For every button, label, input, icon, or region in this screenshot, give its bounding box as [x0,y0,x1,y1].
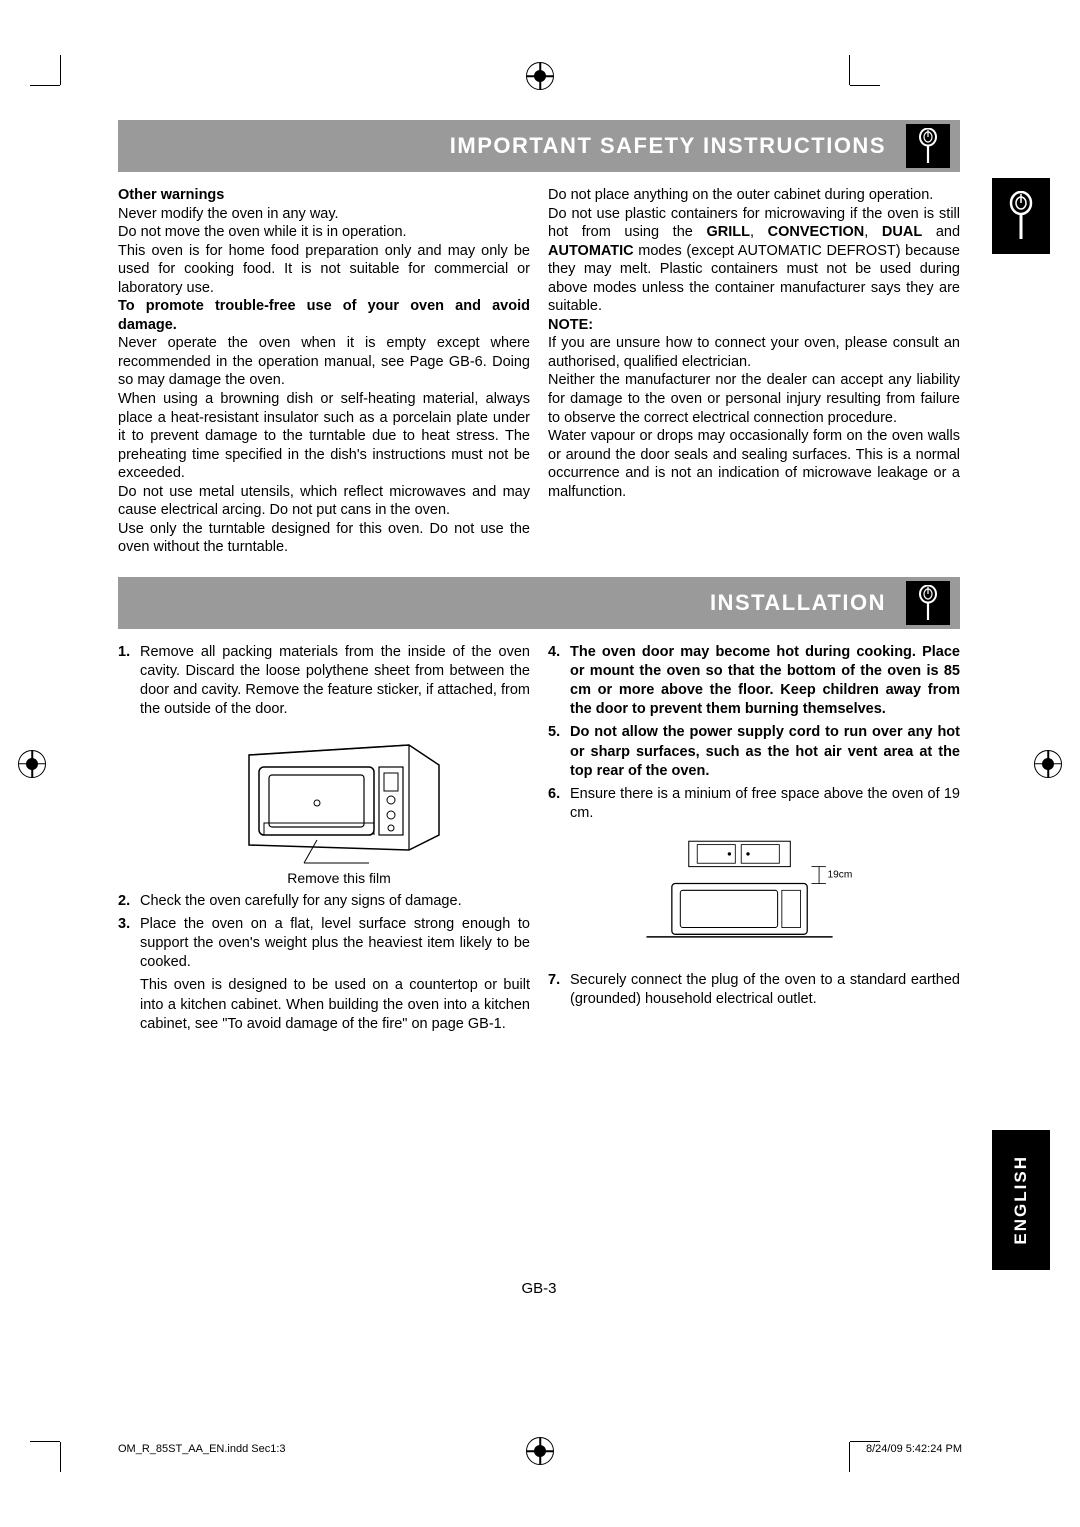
list-item: 2.Check the oven carefully for any signs… [118,892,530,911]
safety-left-col: Other warnings Never modify the oven in … [118,186,530,557]
spoon-banner-icon [906,581,950,625]
heading-other-warnings: Other warnings [118,186,530,205]
installation-left-col: 1.Remove all packing materials from the … [118,643,530,1038]
body-text: Never operate the oven when it is empty … [118,334,530,390]
registration-mark-icon [1034,750,1062,778]
body-text: If you are unsure how to connect your ov… [548,334,960,371]
list-item: 4.The oven door may become hot during co… [548,643,960,720]
list-item: 6.Ensure there is a minium of free space… [548,785,960,823]
safety-right-col: Do not place anything on the outer cabin… [548,186,960,557]
crop-mark [850,85,880,86]
oven-figure: Remove this film [148,725,530,887]
safety-banner-title: IMPORTANT SAFETY INSTRUCTIONS [450,133,886,159]
clearance-figure: 19cm [638,827,960,963]
heading-trouble-free: To promote trouble-free use of your oven… [118,297,530,334]
figure-caption: Remove this film [287,869,390,887]
print-footer: OM_R_85ST_AA_EN.indd Sec1:3 8/24/09 5:42… [118,1443,962,1455]
body-text: Use only the turntable designed for this… [118,520,530,557]
crop-mark [30,1441,60,1442]
installation-banner-title: INSTALLATION [710,590,886,616]
crop-mark [60,55,61,85]
crop-mark [60,1442,61,1472]
footer-file: OM_R_85ST_AA_EN.indd Sec1:3 [118,1443,286,1455]
crop-mark [849,55,850,85]
safety-columns: Other warnings Never modify the oven in … [118,186,960,557]
body-text: Do not place anything on the outer cabin… [548,186,960,205]
oven-illustration-icon [229,725,449,865]
list-item: 3.Place the oven on a flat, level surfac… [118,915,530,972]
body-text: Do not move the oven while it is in oper… [118,223,530,242]
spoon-side-icon [992,178,1050,254]
crop-mark [30,85,60,86]
heading-note: NOTE: [548,316,960,335]
installation-section-banner: INSTALLATION [118,577,960,629]
clearance-illustration-icon: 19cm [638,827,858,957]
list-item-continuation: This oven is designed to be used on a co… [118,976,530,1033]
spoon-banner-icon [906,124,950,168]
installation-right-col: 4.The oven door may become hot during co… [548,643,960,1038]
list-item: 5.Do not allow the power supply cord to … [548,723,960,780]
list-item: 7.Securely connect the plug of the oven … [548,971,960,1009]
crop-mark [850,1441,880,1442]
safety-section-banner: IMPORTANT SAFETY INSTRUCTIONS [118,120,960,172]
body-text: Water vapour or drops may occasionally f… [548,427,960,501]
footer-timestamp: 8/24/09 5:42:24 PM [866,1443,962,1455]
list-item: 1.Remove all packing materials from the … [118,643,530,720]
registration-mark-icon [526,62,554,90]
page-number: GB-3 [521,1280,556,1297]
body-text: Neither the manufacturer nor the dealer … [548,371,960,427]
installation-columns: 1.Remove all packing materials from the … [118,643,960,1038]
body-text: Never modify the oven in any way. [118,205,530,224]
body-text: Do not use plastic containers for microw… [548,205,960,316]
svg-text:19cm: 19cm [828,870,853,881]
body-text: This oven is for home food preparation o… [118,242,530,298]
language-tab-label: ENGLISH [1011,1155,1031,1245]
body-text: Do not use metal utensils, which reflect… [118,483,530,520]
body-text: When using a browning dish or self-heati… [118,390,530,483]
registration-mark-icon [18,750,46,778]
language-tab: ENGLISH [992,1130,1050,1270]
